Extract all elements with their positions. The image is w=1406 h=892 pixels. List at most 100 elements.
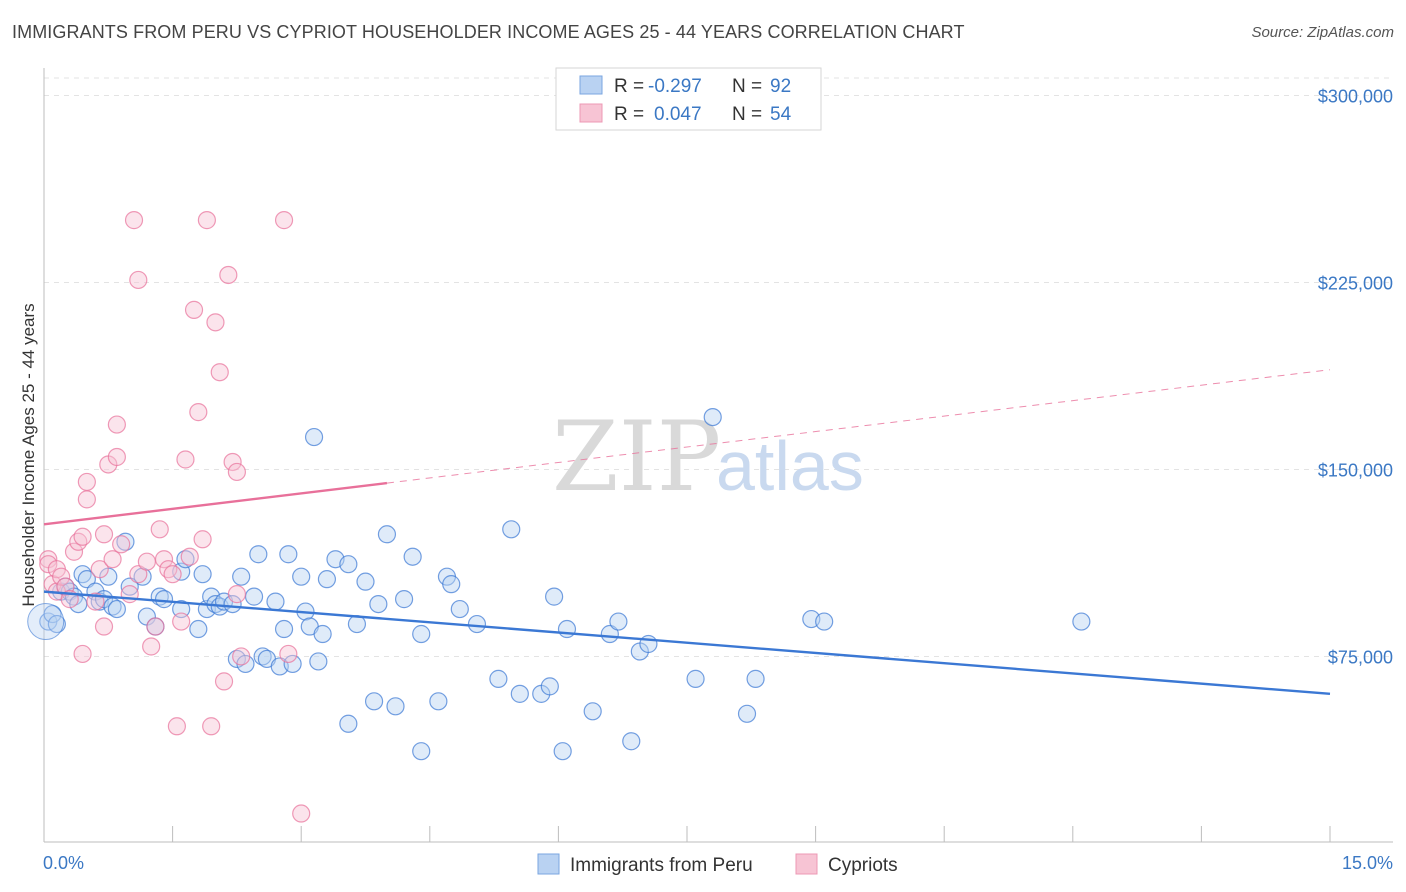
series-cypriot-points (39, 211, 311, 823)
peru-point-33 (223, 594, 242, 614)
cypriot-point-5 (52, 567, 71, 586)
cypriot-point-20 (107, 415, 126, 434)
cypriot-point-13 (77, 490, 96, 509)
legend-n-value-cypriot: 54 (770, 104, 792, 125)
peru-point-57 (364, 692, 384, 711)
legend-n-value-peru: 92 (770, 76, 791, 97)
peru-point-15 (107, 599, 126, 619)
y-tick-label-3: $300,000 (1318, 86, 1393, 106)
peru-point-50 (309, 652, 328, 671)
cypriot-point-48 (227, 462, 246, 482)
peru-point-17 (120, 577, 139, 596)
cypriot-point-21 (107, 447, 126, 467)
peru-point-76 (557, 619, 577, 639)
cypriot-point-53 (227, 585, 246, 604)
peru-point-26 (189, 619, 208, 639)
peru-point-25 (172, 599, 191, 619)
cypriot-point-39 (189, 403, 208, 422)
cypriot-point-41 (197, 211, 216, 230)
peru-point-35 (232, 567, 251, 586)
peru-point-68 (467, 614, 487, 634)
x-tick-label-left: 0.0% (43, 853, 84, 873)
cypriot-point-36 (176, 450, 195, 469)
peru-point-74 (545, 587, 564, 606)
peru-point-79 (609, 612, 628, 631)
bottom-legend: Immigrants from Peru Cypriots (537, 853, 898, 876)
cypriot-point-1 (39, 555, 58, 574)
peru-point-38 (249, 545, 268, 564)
peru-point-85 (737, 704, 757, 723)
cypriot-point-11 (73, 644, 92, 664)
peru-point-41 (266, 592, 285, 611)
peru-point-60 (386, 697, 405, 716)
peru-point-71 (510, 684, 529, 703)
peru-point-58 (369, 594, 388, 614)
cypriot-point-16 (94, 617, 114, 636)
cypriot-point-45 (214, 672, 234, 691)
cypriot-point-26 (129, 565, 148, 584)
cypriot-point-40 (193, 530, 212, 549)
cypriot-point-44 (210, 363, 229, 382)
cypriot-point-43 (206, 313, 225, 332)
legend-swatch-cypriot (579, 103, 603, 123)
peru-point-62 (403, 547, 422, 566)
cypriot-point-29 (146, 617, 165, 636)
peru-point-43 (274, 619, 294, 639)
peru-point-88 (815, 612, 834, 631)
cypriot-point-10 (73, 527, 92, 546)
cypriot-point-27 (137, 552, 156, 571)
watermark-zip: ZIP (552, 401, 721, 513)
peru-point-90 (412, 742, 431, 761)
peru-point-51 (313, 624, 332, 644)
peru-point-54 (339, 555, 358, 574)
peru-point-67 (450, 599, 469, 619)
peru-point-84 (703, 407, 722, 427)
cypriot-point-42 (202, 717, 221, 736)
cypriot-point-15 (94, 525, 114, 544)
cypriot-point-14 (86, 592, 105, 611)
peru-point-86 (746, 669, 765, 688)
legend-r-value-cypriot: 0.047 (654, 104, 702, 125)
peru-point-44 (279, 545, 298, 564)
peru-point-83 (686, 669, 705, 688)
peru-point-91 (339, 714, 358, 733)
bottom-legend-label-cypriot: Cypriots (828, 855, 898, 876)
legend: R = -0.297 N = 92 R = 0.047 N = 54 (555, 67, 822, 131)
peru-point-73 (540, 677, 559, 696)
peru-point-cluster (27, 603, 65, 641)
peru-point-49 (304, 427, 324, 447)
peru-point-52 (317, 570, 337, 589)
peru-point-77 (583, 702, 602, 721)
cypriot-trend-dashed (386, 369, 1331, 484)
peru-point-45 (283, 654, 302, 674)
peru-point-63 (412, 624, 431, 644)
peru-point-56 (356, 572, 375, 591)
legend-n-label-peru: N = (732, 76, 762, 97)
peru-point-70 (502, 520, 521, 539)
cypriot-point-38 (184, 300, 204, 319)
peru-trend-solid (43, 590, 1331, 696)
watermark-atlas: atlas (716, 427, 864, 505)
trend-lines (43, 369, 1331, 696)
cypriot-point-49 (232, 647, 251, 666)
cypriot-point-30 (150, 520, 169, 539)
peru-point-69 (489, 669, 508, 688)
bottom-legend-swatch-cypriot (795, 853, 818, 875)
cypriot-point-17 (90, 560, 109, 579)
cypriot-point-50 (274, 211, 294, 230)
cypriot-point-35 (172, 612, 191, 631)
cypriot-point-22 (112, 535, 131, 554)
peru-point-1 (43, 604, 62, 624)
peru-point-66 (442, 575, 461, 594)
y-axis-label: Householder Income Ages 25 - 44 years (19, 303, 38, 606)
peru-point-22 (154, 590, 174, 609)
source-credit: Source: ZipAtlas.com (1251, 24, 1394, 41)
cypriot-point-37 (180, 547, 199, 566)
peru-point-9 (77, 570, 96, 589)
cypriot-point-19 (103, 550, 122, 569)
cypriot-trend-solid (43, 481, 388, 526)
y-tick-label-2: $225,000 (1318, 273, 1393, 293)
peru-point-2 (47, 614, 66, 634)
bottom-legend-swatch-peru (537, 853, 560, 875)
